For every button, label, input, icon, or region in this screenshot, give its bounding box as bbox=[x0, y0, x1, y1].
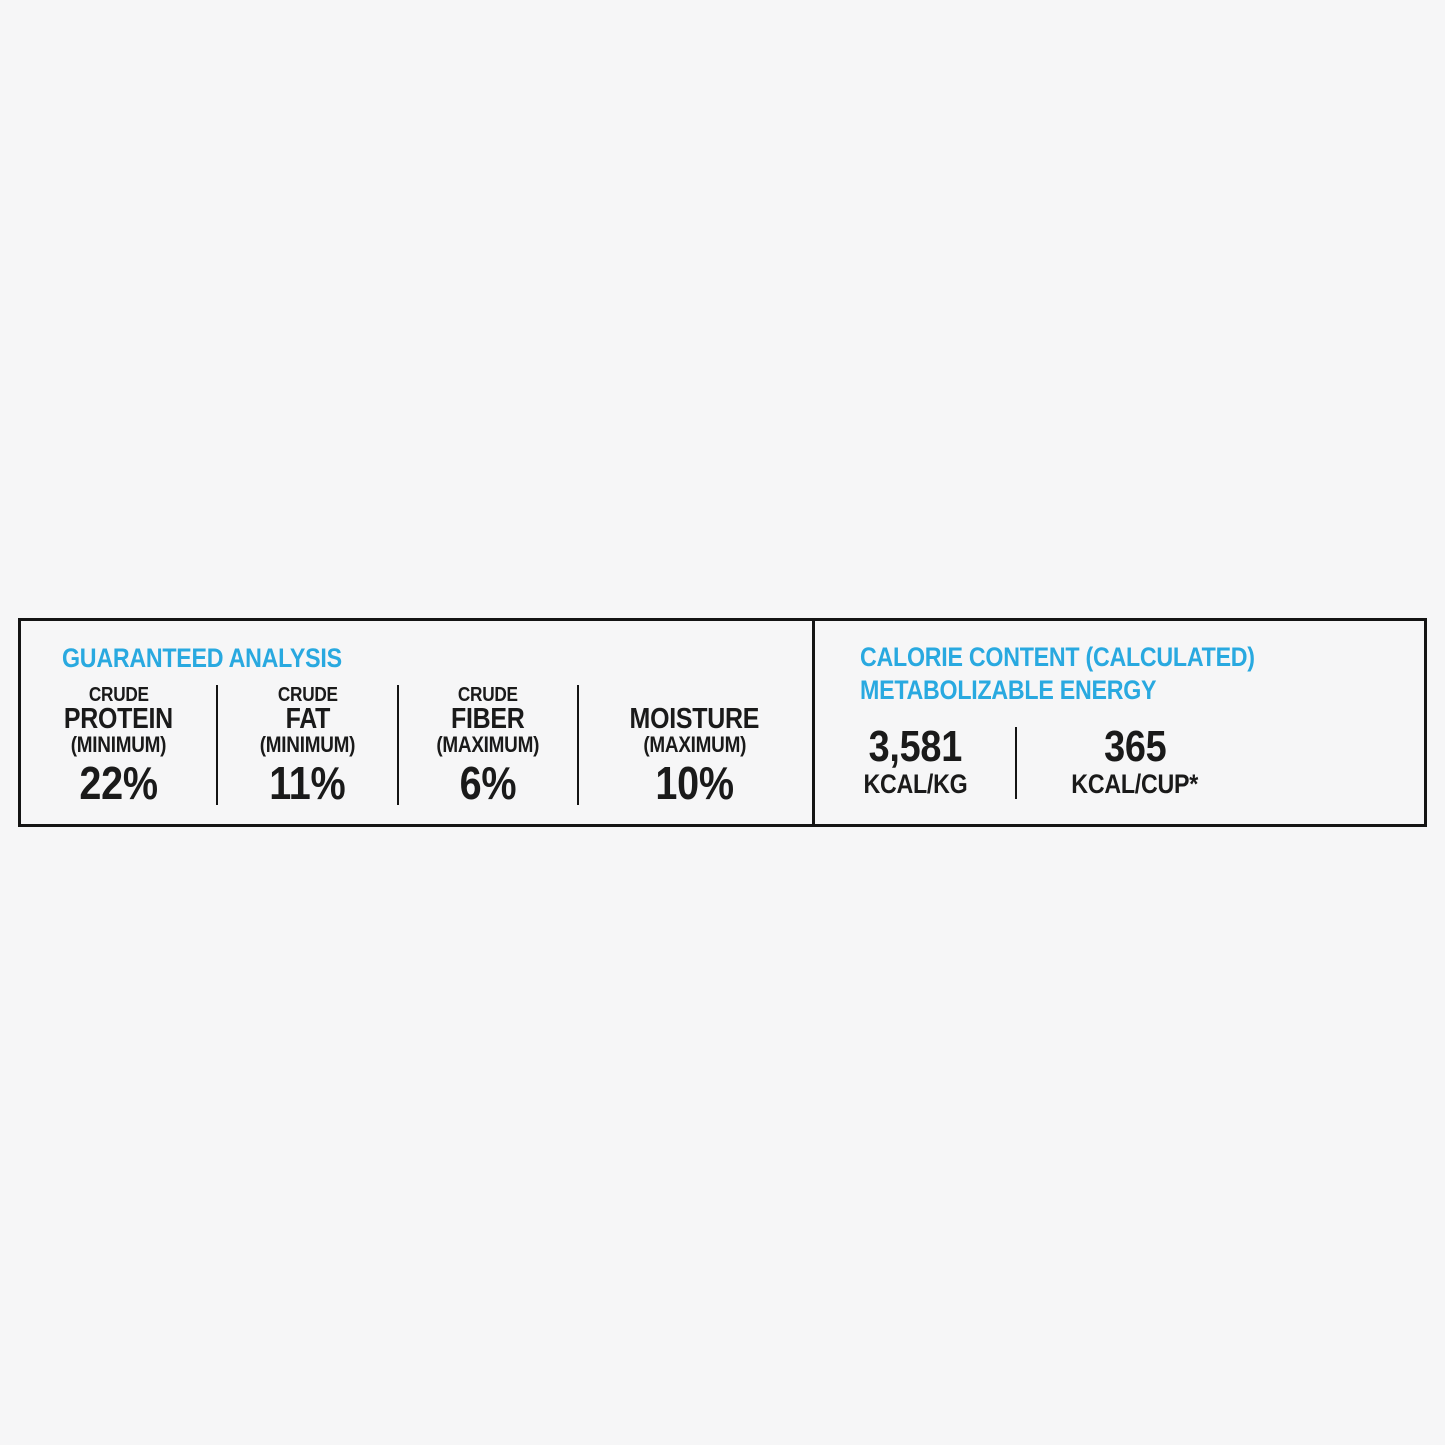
nutrient-value: 10% bbox=[649, 757, 740, 809]
calorie-title-line2: METABOLIZABLE ENERGY bbox=[860, 675, 1157, 705]
calorie-value-text: 3,581 bbox=[868, 722, 962, 771]
calorie-entry-kcal-cup: 365 KCAL/CUP* bbox=[1017, 722, 1253, 799]
nutrient-value-text: 6% bbox=[459, 757, 517, 809]
nutrient-prefix: CRUDE bbox=[273, 685, 343, 706]
calorie-divider bbox=[1015, 727, 1017, 799]
guaranteed-analysis-title: GUARANTEED ANALYSIS bbox=[62, 643, 387, 673]
nutrient-qualifier: (MINIMUM) bbox=[252, 733, 363, 757]
nutrient-crude-fat: CRUDE FAT (MINIMUM) 11% bbox=[218, 685, 397, 809]
nutrient-qualifier-text: (MAXIMUM) bbox=[436, 732, 540, 757]
nutrient-name-text: PROTEIN bbox=[63, 703, 174, 735]
nutrient-name-text: FAT bbox=[285, 703, 330, 735]
nutrition-label-panel: GUARANTEED ANALYSIS CRUDE PROTEIN (MINIM… bbox=[18, 618, 1427, 827]
nutrient-name-text: FIBER bbox=[451, 703, 525, 735]
nutrient-qualifier-text: (MINIMUM) bbox=[259, 732, 356, 757]
nutrient-value-text: 22% bbox=[79, 757, 158, 809]
calorie-unit: KCAL/KG bbox=[855, 769, 976, 799]
nutrient-value: 6% bbox=[455, 757, 521, 809]
nutrient-prefix-text: CRUDE bbox=[458, 684, 518, 706]
nutrient-crude-protein: CRUDE PROTEIN (MINIMUM) 22% bbox=[21, 685, 216, 809]
calorie-unit-text: KCAL/CUP* bbox=[1071, 769, 1199, 799]
nutrient-name: FAT bbox=[282, 703, 334, 735]
calorie-content-title: CALORIE CONTENT (CALCULATED) METABOLIZAB… bbox=[860, 641, 1319, 707]
nutrient-name: PROTEIN bbox=[55, 703, 182, 735]
calorie-content-section: CALORIE CONTENT (CALCULATED) METABOLIZAB… bbox=[815, 621, 1424, 824]
nutrient-value: 11% bbox=[263, 757, 352, 809]
column-divider bbox=[216, 685, 218, 805]
calorie-unit-text: KCAL/KG bbox=[863, 769, 967, 799]
calorie-value: 3,581 bbox=[861, 722, 970, 771]
section-divider bbox=[812, 621, 815, 824]
nutrient-crude-fiber: CRUDE FIBER (MAXIMUM) 6% bbox=[399, 685, 577, 809]
nutrient-prefix: CRUDE bbox=[453, 685, 523, 706]
nutrient-columns: CRUDE PROTEIN (MINIMUM) 22% CRUDE FAT (M… bbox=[21, 685, 812, 809]
calorie-title-line1: CALORIE CONTENT (CALCULATED) bbox=[860, 642, 1255, 672]
nutrient-moisture: MOISTURE (MAXIMUM) 10% bbox=[579, 685, 810, 809]
calorie-value: 365 bbox=[1099, 722, 1172, 771]
guaranteed-analysis-title-text: GUARANTEED ANALYSIS bbox=[62, 643, 342, 673]
nutrient-name: FIBER bbox=[445, 703, 531, 735]
calorie-unit: KCAL/CUP* bbox=[1061, 769, 1208, 799]
calorie-entry-kcal-kg: 3,581 KCAL/KG bbox=[815, 722, 1015, 799]
nutrient-value-text: 11% bbox=[269, 757, 346, 809]
column-divider bbox=[397, 685, 399, 805]
nutrient-prefix-text: CRUDE bbox=[277, 684, 338, 706]
nutrient-qualifier: (MINIMUM) bbox=[63, 733, 174, 757]
nutrient-qualifier: (MAXIMUM) bbox=[428, 733, 548, 757]
guaranteed-analysis-section: GUARANTEED ANALYSIS CRUDE PROTEIN (MINIM… bbox=[21, 621, 812, 824]
nutrient-qualifier-text: (MINIMUM) bbox=[70, 732, 167, 757]
calorie-values: 3,581 KCAL/KG 365 KCAL/CUP* bbox=[815, 722, 1253, 799]
nutrient-qualifier: (MAXIMUM) bbox=[635, 733, 755, 757]
nutrient-qualifier-text: (MAXIMUM) bbox=[643, 732, 746, 757]
nutrient-prefix-text: CRUDE bbox=[88, 684, 149, 706]
calorie-value-text: 365 bbox=[1103, 722, 1167, 771]
nutrient-value: 22% bbox=[73, 757, 164, 809]
nutrient-prefix: CRUDE bbox=[84, 685, 154, 706]
column-divider bbox=[577, 685, 579, 805]
nutrient-name-text: MOISTURE bbox=[629, 703, 760, 735]
nutrient-value-text: 10% bbox=[655, 757, 734, 809]
nutrient-name: MOISTURE bbox=[619, 703, 770, 735]
